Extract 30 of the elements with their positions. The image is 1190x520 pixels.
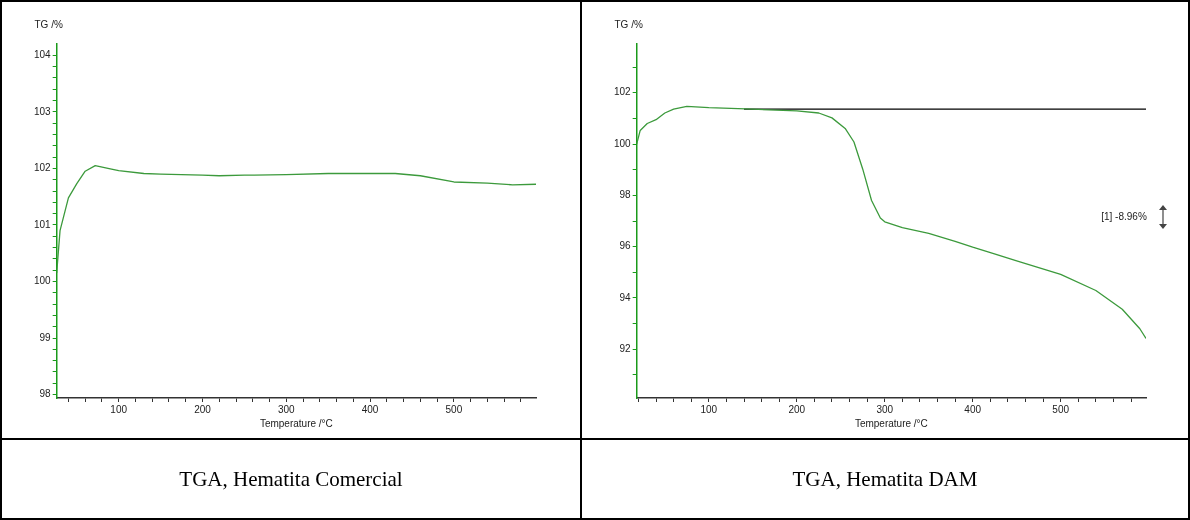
x-tick-label: 400 [964,403,982,415]
x-tick-label: 500 [1052,403,1070,415]
y-tick-label: 100 [614,137,632,149]
text: TGA, Hematita Comercial [2,438,580,518]
y-tick-label: 92 [619,343,632,355]
y-tick-label: 102 [614,86,632,98]
x-axis-title: Temperature /°C [259,417,333,429]
y-tick-label: 94 [619,291,632,303]
y-tick-label: 101 [34,218,52,230]
y-tick-label: 98 [39,388,52,400]
x-tick-label: 300 [277,403,296,415]
x-tick-label: 500 [445,403,463,415]
x-tick-label: 400 [361,403,379,415]
x-tick-label: 300 [876,403,894,415]
x-tick-label: 100 [700,403,718,415]
x-axis-title: Temperature /°C [854,417,928,429]
x-tick-label: 100 [110,403,128,415]
y-axis-title: TG /% [614,18,643,30]
y-tick-label: 103 [34,105,52,117]
y-tick-label: 100 [34,275,52,287]
y-tick-label: 99 [39,331,52,343]
y-tick-label: 98 [619,189,632,201]
y-axis-title: TG /% [34,18,63,30]
y-tick-label: 102 [34,162,52,174]
x-tick-label: 200 [194,403,212,415]
x-tick-label: 200 [788,403,806,415]
y-tick-label: 104 [34,49,52,61]
text: TGA, Hematita DAM [582,438,1188,518]
y-tick-label: 96 [619,240,632,252]
annotation: [1] -8.96% [1101,211,1147,223]
